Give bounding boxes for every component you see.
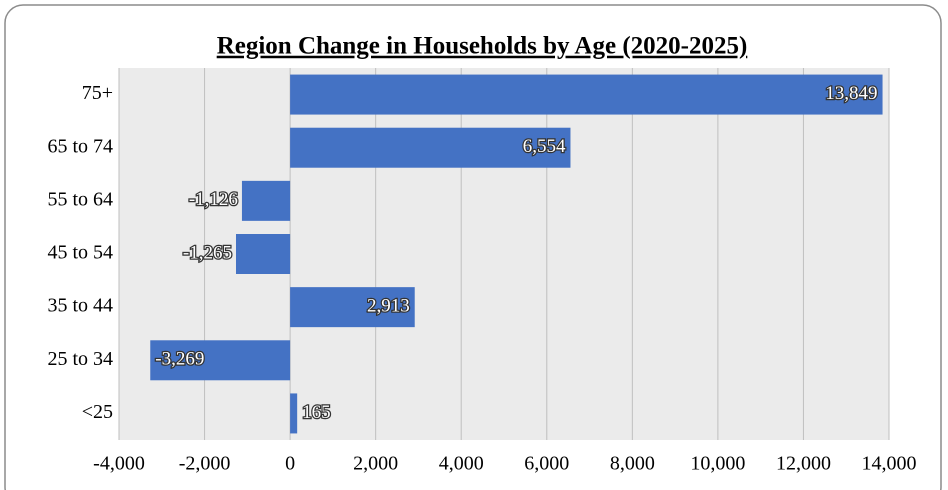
x-tick-label: 4,000 bbox=[439, 453, 484, 475]
y-tick-label: 35 to 44 bbox=[47, 295, 113, 317]
data-label: 165 bbox=[302, 402, 331, 423]
x-tick-label: 12,000 bbox=[776, 453, 831, 475]
chart-title: Region Change in Households by Age (2020… bbox=[217, 33, 748, 60]
x-tick-label: 2,000 bbox=[353, 453, 398, 475]
bar bbox=[241, 180, 291, 221]
plot-area bbox=[119, 68, 889, 440]
y-tick-label: 75+ bbox=[82, 82, 113, 104]
x-tick-label: 6,000 bbox=[524, 453, 569, 475]
y-tick-label: <25 bbox=[82, 401, 113, 423]
bar bbox=[290, 393, 298, 434]
bar bbox=[235, 234, 291, 274]
data-label: -1,265 bbox=[183, 242, 232, 263]
data-label: 13,849 bbox=[825, 83, 877, 104]
bar bbox=[290, 287, 415, 328]
y-tick-label: 65 to 74 bbox=[47, 135, 113, 157]
bar bbox=[150, 340, 291, 381]
data-label: 6,554 bbox=[523, 136, 566, 157]
y-tick-label: 55 to 64 bbox=[47, 188, 113, 210]
y-tick-label: 45 to 54 bbox=[47, 242, 113, 264]
bar bbox=[290, 74, 883, 115]
data-label: 2,913 bbox=[367, 296, 410, 317]
data-label: -1,126 bbox=[189, 189, 238, 210]
x-tick-label: 0 bbox=[285, 453, 295, 475]
x-tick-label: 10,000 bbox=[690, 453, 745, 475]
x-tick-label: 14,000 bbox=[862, 453, 917, 475]
data-label: -3,269 bbox=[155, 349, 204, 370]
x-tick-label: -2,000 bbox=[179, 453, 231, 475]
bar bbox=[290, 127, 571, 168]
y-tick-label: 25 to 34 bbox=[47, 348, 113, 370]
x-tick-label: -4,000 bbox=[93, 453, 145, 475]
x-tick-label: 8,000 bbox=[610, 453, 655, 475]
